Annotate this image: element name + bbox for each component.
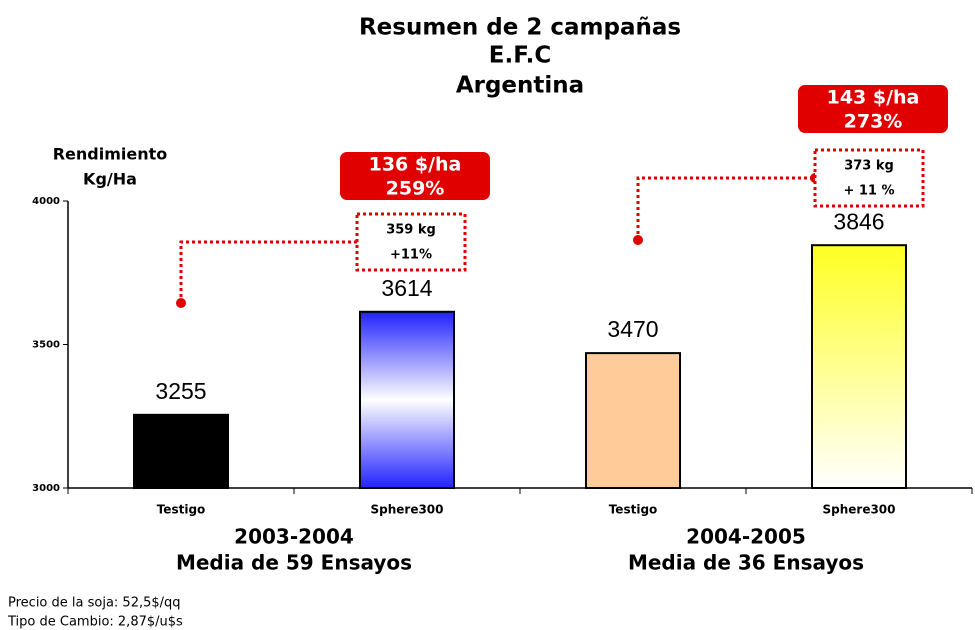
money-label: 143 $/ha <box>827 87 920 109</box>
bar <box>811 244 907 489</box>
x-tick-label: Testigo <box>609 503 658 517</box>
y-axis-title: Rendimiento <box>53 145 168 164</box>
footnote: Tipo de Cambio: 2,87$/u$s <box>7 615 183 630</box>
gain-label: +11% <box>390 248 432 263</box>
chart-title: Resumen de 2 campañas <box>359 15 681 41</box>
money-box <box>798 85 948 133</box>
bar <box>133 413 229 489</box>
gain-box <box>355 212 467 272</box>
money-label: 273% <box>844 111 903 133</box>
connector-dot <box>176 298 186 308</box>
x-tick-label: Sphere300 <box>370 503 443 517</box>
gain-label: + 11 % <box>843 184 894 199</box>
x-tick-label: Testigo <box>157 503 206 517</box>
y-tick-label: 3000 <box>32 483 60 494</box>
bar <box>585 352 681 489</box>
connector <box>179 240 357 303</box>
gain-box <box>813 148 925 208</box>
group-label: Media de 59 Ensayos <box>176 551 412 575</box>
group-label: 2004-2005 <box>686 525 806 549</box>
footnote: Precio de la soja: 52,5$/qq <box>8 596 181 611</box>
y-axis-title: Kg/Ha <box>83 170 137 189</box>
group-label: Media de 36 Ensayos <box>628 551 864 575</box>
value-label: 3255 <box>155 378 206 404</box>
connector-dot <box>633 235 643 245</box>
x-tick-label: Sphere300 <box>822 503 895 517</box>
chart-subtitle: E.F.C <box>489 43 551 69</box>
gain-label: 373 kg <box>844 159 894 174</box>
y-tick-label: 3500 <box>32 340 60 351</box>
money-label: 136 $/ha <box>369 154 462 176</box>
money-label: 259% <box>386 178 445 200</box>
value-label: 3846 <box>833 208 884 234</box>
y-tick-label: 4000 <box>32 196 60 207</box>
gain-label: 359 kg <box>386 223 436 238</box>
value-label: 3614 <box>381 275 432 301</box>
group-label: 2003-2004 <box>234 525 354 549</box>
connector <box>636 176 815 240</box>
bar <box>359 310 455 490</box>
money-box <box>340 152 490 200</box>
chart-subtitle: Argentina <box>456 73 584 99</box>
value-label: 3470 <box>607 316 658 342</box>
